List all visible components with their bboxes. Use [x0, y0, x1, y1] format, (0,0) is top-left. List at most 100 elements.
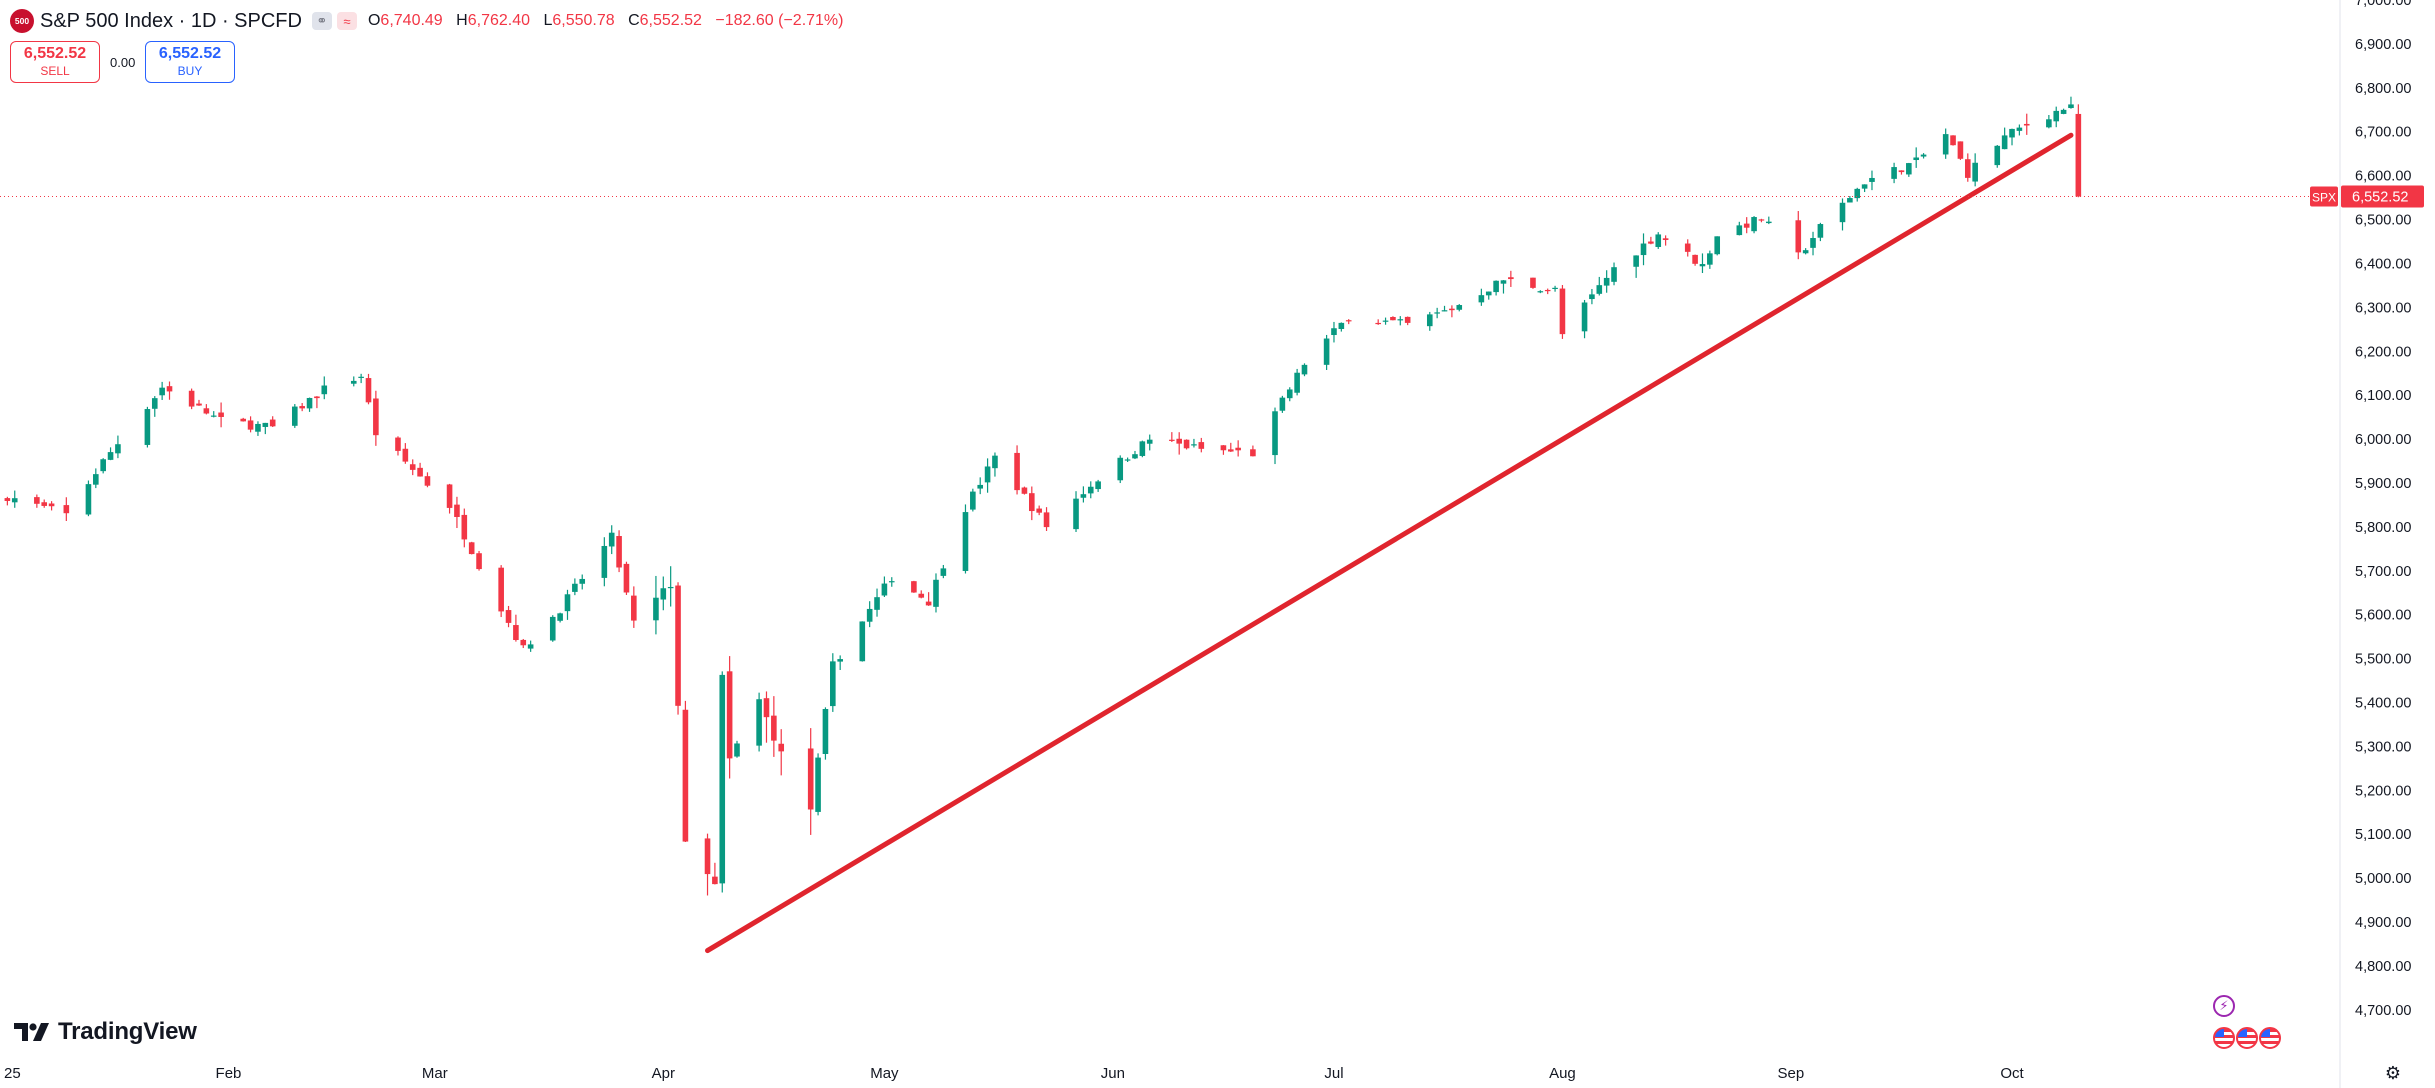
us-flag-icon[interactable]	[2213, 1027, 2235, 1049]
candle-body	[1751, 217, 1757, 232]
candle	[218, 402, 224, 428]
candle-body	[1537, 291, 1544, 293]
candle-body	[970, 491, 976, 510]
candle	[306, 397, 313, 412]
candle	[1684, 239, 1691, 257]
candle-body	[1169, 439, 1175, 441]
candle	[1294, 368, 1300, 396]
candle	[1552, 285, 1558, 292]
candle	[1611, 262, 1617, 286]
price-tick-label: 7,000.00	[2355, 0, 2411, 9]
sell-button[interactable]: 6,552.52 SELL	[10, 41, 100, 83]
candle-body	[771, 715, 777, 741]
candle-body	[1648, 241, 1654, 244]
candle	[866, 601, 873, 628]
candle-body	[1972, 162, 1978, 182]
candle-body	[1227, 449, 1234, 452]
candle	[1345, 319, 1352, 325]
economic-events[interactable]	[2213, 1027, 2282, 1049]
candle-body	[166, 386, 173, 392]
candle	[1080, 486, 1087, 503]
candle-body	[1839, 202, 1846, 223]
low-label: L	[543, 12, 553, 29]
candle-body	[1500, 280, 1507, 284]
candle	[1714, 236, 1721, 256]
lightning-event-icon[interactable]: ⚡	[2213, 995, 2235, 1017]
candle-body	[1898, 170, 1905, 173]
candle-body	[1581, 302, 1588, 332]
us-flag-icon[interactable]	[2236, 1027, 2258, 1049]
candle-body	[1279, 397, 1286, 411]
candle	[1913, 147, 1919, 168]
candle	[1633, 255, 1639, 278]
candle-body	[667, 586, 674, 589]
candle-body	[373, 398, 379, 436]
candle	[977, 477, 984, 495]
candle	[2068, 96, 2074, 109]
candle-body	[653, 597, 659, 621]
candle-body	[292, 406, 298, 426]
candle-body	[1331, 328, 1337, 336]
time-axis[interactable]: 25 Feb Mar Apr May Jun Jul Aug Sep Oct	[4, 1065, 2025, 1082]
candle	[1095, 479, 1101, 492]
candle-body	[1485, 291, 1492, 296]
candle-body	[962, 512, 969, 571]
candle-body	[107, 452, 114, 460]
symbol-logo[interactable]: 500	[10, 9, 34, 33]
candle-body	[93, 474, 99, 485]
candle-body	[807, 748, 814, 810]
candle	[572, 578, 578, 596]
price-tick-label: 4,900.00	[2355, 915, 2411, 931]
candle-body	[726, 671, 733, 759]
candle	[373, 390, 379, 446]
tradingview-logo[interactable]: TradingView	[14, 1017, 197, 1047]
trendline[interactable]	[705, 132, 2074, 954]
candle	[1817, 222, 1824, 242]
buy-button[interactable]: 6,552.52 BUY	[145, 41, 235, 83]
candle	[1898, 170, 1905, 175]
candle-body	[719, 674, 726, 884]
candle-body	[601, 545, 608, 578]
price-axis[interactable]: 7,000.00 6,900.00 6,800.00 6,700.00 6,600.00…	[2355, 0, 2411, 1019]
candle	[1500, 280, 1507, 294]
candle	[1021, 486, 1028, 495]
link-icon[interactable]: ⚭	[311, 12, 332, 30]
candle-body	[1920, 154, 1927, 157]
candle-body	[911, 581, 917, 593]
candle-body	[881, 583, 888, 596]
gear-icon[interactable]: ⚙	[2384, 1062, 2402, 1083]
wave-icon[interactable]: ≈	[336, 12, 357, 30]
symbol-title[interactable]: S&P 500 Index · 1D · SPCFD	[40, 9, 302, 32]
candle	[1530, 277, 1536, 289]
candle	[1942, 128, 1949, 159]
candle-body	[874, 597, 880, 610]
candle	[1390, 316, 1396, 321]
candle-body	[1810, 238, 1816, 248]
candle-body	[815, 757, 821, 812]
candle-body	[616, 536, 622, 568]
candle	[675, 582, 681, 715]
candle-body	[2068, 104, 2074, 109]
candle	[240, 417, 247, 422]
candle	[461, 508, 468, 548]
candle	[513, 614, 519, 642]
candle-body	[933, 579, 939, 607]
time-tick-label: 25	[4, 1065, 21, 1082]
candle	[1485, 291, 1492, 300]
chart-header: 500 S&P 500 Index · 1D · SPCFD ⚭ ≈ O6,74…	[10, 8, 852, 34]
us-flag-icon[interactable]	[2259, 1027, 2281, 1049]
candle-body	[1434, 312, 1440, 314]
candle-body	[1530, 277, 1536, 288]
candle-body	[2009, 128, 2015, 138]
candle	[984, 458, 991, 493]
time-tick-label: Jul	[1324, 1065, 1343, 1082]
candle-body	[247, 420, 254, 430]
candle-body	[2046, 119, 2052, 128]
candle-body	[1117, 457, 1124, 481]
candle	[726, 656, 733, 779]
candle	[579, 574, 586, 590]
candle-body	[365, 378, 372, 403]
candle	[815, 753, 821, 816]
candle	[1751, 216, 1757, 234]
